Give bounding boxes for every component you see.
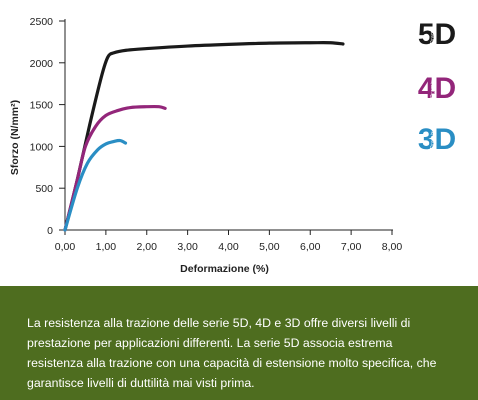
series-line-4d — [63, 104, 167, 232]
y-axis-title: Sforzo (N/mm²) — [9, 100, 21, 175]
x-tick-label: 1,00 — [96, 241, 117, 253]
series-line-3d — [63, 138, 128, 232]
x-tick-label: 3,00 — [177, 241, 198, 253]
y-tick-label: 1500 — [30, 100, 54, 112]
badge-4d: 4D — [418, 72, 456, 105]
x-tick-label: 0,00 — [55, 241, 76, 253]
stress-strain-chart: 0,00 1,00 2,00 3,00 4,00 5,00 6,00 7,00 8,00 0 500… — [9, 16, 456, 275]
y-tick-label: 2500 — [30, 16, 54, 28]
y-tick-label: 2000 — [30, 58, 54, 70]
badge-sub-4d: Dramix — [430, 80, 436, 98]
x-tick-label: 4,00 — [218, 241, 239, 253]
badge-3d: 3D — [418, 123, 456, 156]
badge-sub-3d: Dramix — [430, 131, 436, 149]
caption-text: La resistenza alla trazione delle serie … — [27, 316, 437, 390]
badge-5d: 5D — [418, 18, 456, 51]
y-tick-label: 0 — [47, 225, 53, 237]
x-tick-label: 7,00 — [341, 241, 362, 253]
x-tick-label: 6,00 — [300, 241, 321, 253]
chart-area: 0,00 1,00 2,00 3,00 4,00 5,00 6,00 7,00 8,00 0 500… — [9, 16, 456, 275]
x-tick-label: 5,00 — [259, 241, 280, 253]
x-tick-label: 8,00 — [382, 241, 403, 253]
y-tick-label: 500 — [35, 183, 53, 195]
caption-panel: La resistenza alla trazione delle serie … — [0, 286, 478, 400]
x-tick-label: 2,00 — [137, 241, 158, 253]
badge-sub-5d: Dramix — [430, 26, 436, 44]
x-axis-title: Deformazione (%) — [180, 263, 269, 275]
series-line-5d — [63, 41, 345, 232]
y-tick-label: 1000 — [30, 141, 54, 153]
